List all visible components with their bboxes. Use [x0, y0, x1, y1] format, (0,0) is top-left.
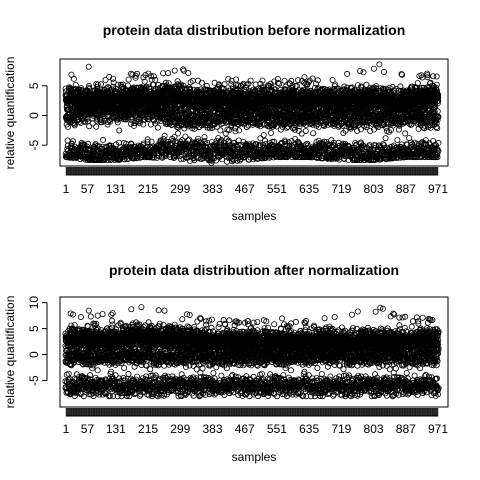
chart-panel-before: protein data distribution before normali…: [3, 22, 449, 223]
data-point: [100, 136, 107, 143]
data-point: [104, 119, 111, 126]
data-point: [160, 70, 167, 77]
data-point: [171, 67, 178, 74]
data-point: [116, 127, 123, 134]
data-point: [97, 81, 104, 88]
data-point: [70, 75, 77, 82]
data-point: [344, 70, 351, 77]
data-point: [301, 74, 308, 81]
data-point: [99, 143, 106, 150]
data-point: [235, 127, 242, 134]
data-point: [114, 119, 121, 126]
chart-title: protein data distribution before normali…: [103, 22, 406, 38]
data-point: [89, 120, 96, 127]
data-point: [68, 71, 75, 78]
data-point: [113, 141, 120, 148]
data-point: [165, 70, 172, 77]
plot-frame: [59, 58, 449, 167]
data-point: [125, 76, 132, 83]
data-point: [110, 75, 117, 82]
data-point: [71, 121, 78, 128]
data-point: [281, 77, 288, 84]
data-point: [102, 77, 109, 84]
data-point: [310, 130, 317, 137]
data-point: [86, 123, 93, 130]
data-point: [174, 130, 181, 137]
data-point: [217, 127, 224, 134]
data-point: [72, 82, 79, 89]
data-point: [267, 129, 274, 136]
data-point: [302, 127, 309, 134]
data-point: [185, 70, 192, 77]
data-point: [64, 123, 71, 130]
data-point: [78, 85, 85, 92]
data-point: [93, 123, 100, 130]
data-points: [62, 61, 442, 166]
data-point: [114, 89, 121, 96]
data-point: [260, 132, 267, 139]
data-point: [86, 82, 93, 89]
data-point: [69, 138, 76, 145]
data-point: [77, 119, 84, 126]
data-point: [154, 124, 161, 131]
data-point: [161, 132, 168, 139]
data-point: [94, 81, 101, 88]
data-point: [106, 73, 113, 80]
data-point: [85, 63, 92, 70]
data-point: [232, 128, 239, 135]
